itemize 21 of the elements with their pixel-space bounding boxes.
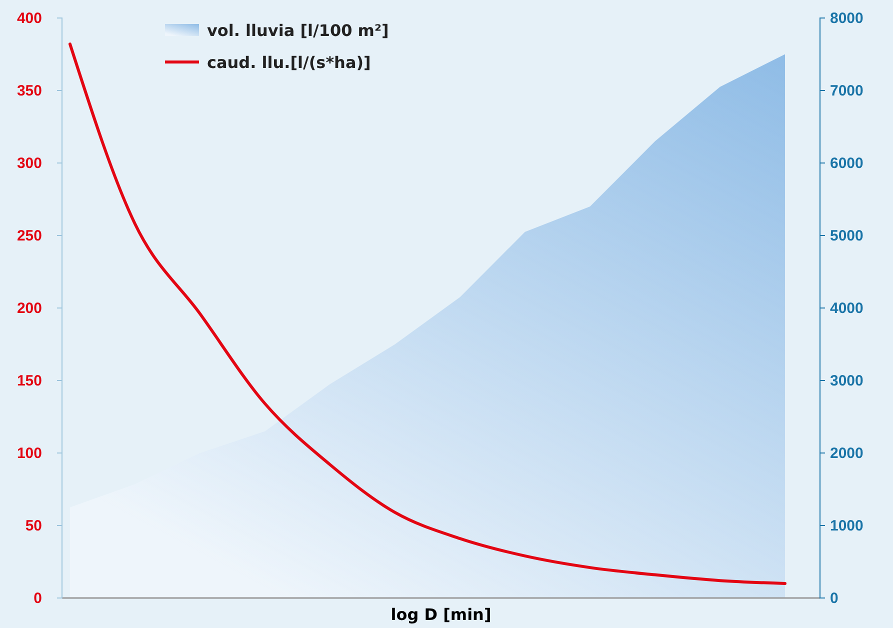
y2-tick-label: 1000 (830, 517, 864, 534)
y2-tick-label: 0 (830, 590, 838, 607)
y2-tick-label: 6000 (830, 154, 864, 172)
y2-tick-label: 5000 (830, 227, 864, 244)
y-tick-label: 200 (16, 300, 42, 317)
y-tick-label: 350 (16, 82, 42, 100)
y-tick-label: 150 (16, 372, 42, 390)
y-tick-label: 100 (16, 444, 42, 462)
y-tick-label: 50 (25, 517, 42, 534)
y-tick-label: 300 (16, 154, 42, 172)
y-tick-label: 250 (16, 227, 42, 244)
legend-label: caud. llu.[l/(s*ha)] (207, 53, 371, 72)
x-axis-title: log D [min] (390, 605, 492, 624)
y2-tick-label: 8000 (830, 10, 864, 27)
y2-tick-label: 2000 (830, 444, 864, 462)
y-tick-label: 0 (34, 590, 42, 607)
y2-tick-label: 7000 (830, 82, 864, 100)
y2-tick-label: 3000 (830, 372, 864, 390)
legend-label: vol. lluvia [l/100 m²] (207, 21, 389, 40)
y2-tick-label: 4000 (830, 300, 864, 317)
y-tick-label: 400 (16, 10, 42, 27)
